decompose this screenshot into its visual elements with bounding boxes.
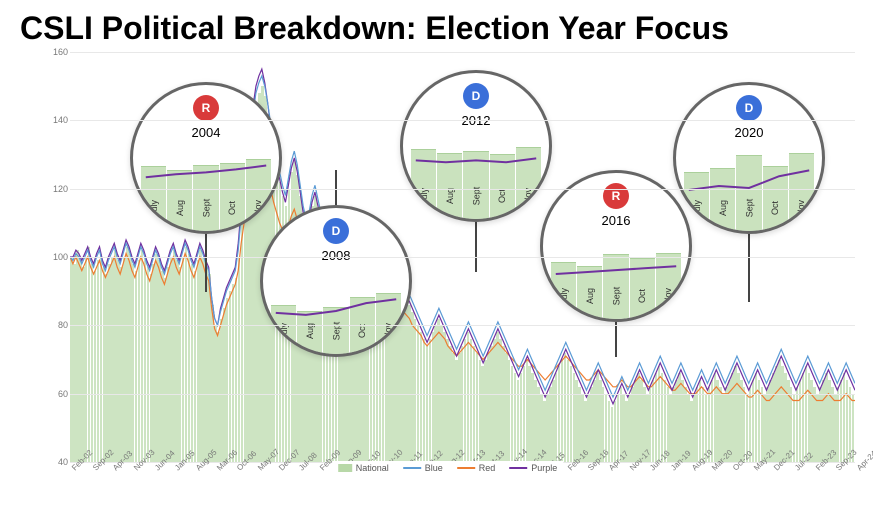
legend-item: Purple (509, 463, 557, 473)
elephant-icon: R (193, 95, 219, 121)
y-axis: 406080100120140160 (40, 52, 70, 477)
inset-line-overlay (271, 266, 401, 354)
inset-year-label: 2008 (263, 248, 409, 263)
inset-line-overlay (411, 131, 541, 219)
inset-line-overlay (684, 143, 814, 231)
donkey-icon: D (323, 218, 349, 244)
elephant-icon: R (603, 183, 629, 209)
y-tick: 120 (53, 184, 68, 194)
inset-stem (475, 222, 477, 272)
inset-circle: R2016JulyAugSeptOctNov (540, 170, 692, 322)
inset-stem (205, 234, 207, 292)
inset-year-label: 2016 (543, 213, 689, 228)
page-title: CSLI Political Breakdown: Election Year … (0, 0, 873, 51)
inset-stem (615, 322, 617, 357)
chart-container: 406080100120140160 R2004JulyAugSeptOctNo… (40, 52, 855, 477)
inset-line-overlay (551, 231, 681, 319)
inset-stem (748, 234, 750, 302)
legend-item: Blue (403, 463, 443, 473)
legend-item: National (338, 463, 389, 473)
donkey-icon: D (463, 83, 489, 109)
legend: National Blue Red Purple (332, 461, 564, 475)
y-tick: 140 (53, 115, 68, 125)
inset-circle: D2020JulyAugSeptOctNov (673, 82, 825, 234)
y-tick: 80 (58, 320, 68, 330)
inset-circle: D2008JulyAugSeptOctNov (260, 205, 412, 357)
inset-circle: D2012JulyAugSeptOctNov (400, 70, 552, 222)
donkey-icon: D (736, 95, 762, 121)
y-tick: 40 (58, 457, 68, 467)
inset-stem (335, 170, 337, 205)
plot-area: R2004JulyAugSeptOctNovD2008JulyAugSeptOc… (70, 52, 855, 462)
inset-year-label: 2020 (676, 125, 822, 140)
y-tick: 160 (53, 47, 68, 57)
inset-year-label: 2004 (133, 125, 279, 140)
y-tick: 100 (53, 252, 68, 262)
legend-item: Red (457, 463, 496, 473)
y-tick: 60 (58, 389, 68, 399)
inset-circle: R2004JulyAugSeptOctNov (130, 82, 282, 234)
inset-line-overlay (141, 143, 271, 231)
